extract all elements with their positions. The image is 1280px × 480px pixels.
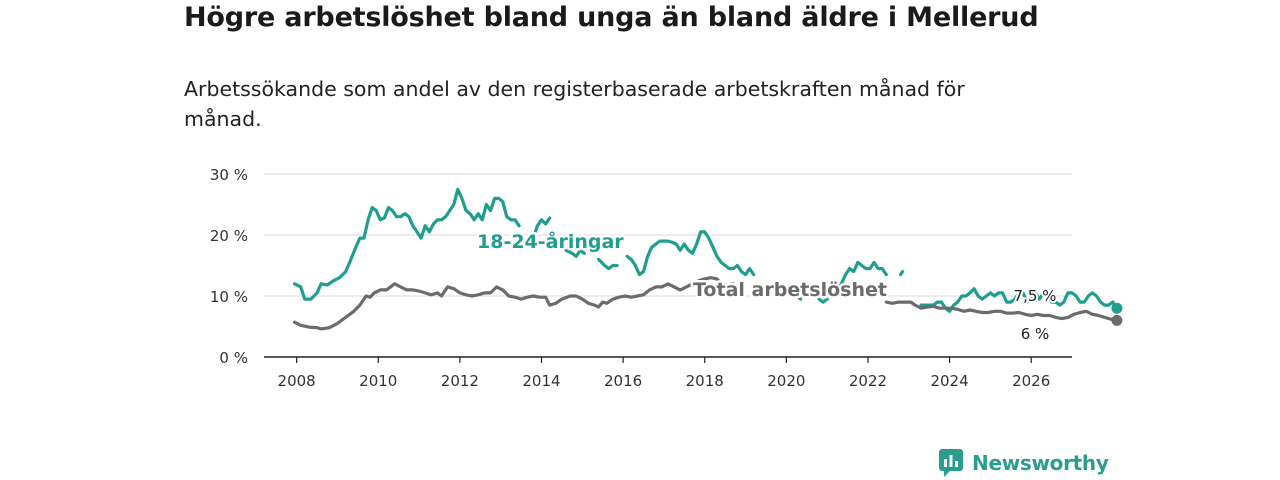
end-value-label-total: 6 % bbox=[1021, 325, 1050, 343]
series-line bbox=[899, 270, 905, 277]
grid-lines bbox=[264, 173, 1072, 297]
series-line bbox=[531, 216, 552, 240]
series-line bbox=[788, 288, 803, 301]
series-line bbox=[817, 297, 829, 304]
axes: 0 % 10 % 20 % 30 % 2008 2010 2012 2014 2016 2018 2… bbox=[210, 166, 1072, 390]
y-tick-label: 20 % bbox=[210, 227, 248, 245]
x-tick-label: 2018 bbox=[686, 372, 724, 390]
series-lines bbox=[293, 187, 1123, 331]
y-tick-label: 0 % bbox=[219, 349, 248, 367]
series-line bbox=[564, 248, 586, 258]
series-line bbox=[919, 287, 1119, 313]
series-line bbox=[293, 276, 735, 331]
series-label-youth: 18-24-åringar bbox=[477, 229, 624, 253]
x-tick-label: 2024 bbox=[930, 372, 968, 390]
chart-title: Högre arbetslöshet bland unga än bland ä… bbox=[184, 2, 1039, 33]
series-labels: 18-24-åringar Total arbetslöshet 7,5 % 6 % bbox=[475, 227, 1059, 346]
x-tick-label: 2012 bbox=[441, 372, 479, 390]
brand-name: Newsworthy bbox=[972, 451, 1109, 475]
x-tick-label: 2020 bbox=[767, 372, 805, 390]
series-label-total: Total arbetslöshet bbox=[693, 279, 887, 301]
series-end-dot bbox=[1111, 302, 1123, 314]
y-tick-label: 10 % bbox=[210, 288, 248, 306]
series-end-dot bbox=[1111, 314, 1123, 326]
x-tick-label: 2010 bbox=[359, 372, 397, 390]
x-tick-label: 2022 bbox=[849, 372, 887, 390]
newsworthy-logo-icon bbox=[939, 449, 963, 477]
series-line bbox=[597, 257, 619, 271]
newsworthy-brand: Newsworthy bbox=[938, 448, 1109, 478]
series-line bbox=[835, 260, 888, 292]
y-tick-label: 30 % bbox=[210, 166, 248, 184]
series-line bbox=[293, 187, 521, 301]
chart-subtitle: Arbetssökande som andel av den registerb… bbox=[184, 77, 965, 131]
series-line bbox=[625, 230, 756, 277]
x-tick-label: 2016 bbox=[604, 372, 642, 390]
x-tick-label: 2014 bbox=[522, 372, 560, 390]
line-chart: 0 % 10 % 20 % 30 % 2008 2010 2012 2014 2016 2018 2… bbox=[210, 166, 1123, 390]
x-tick-label: 2026 bbox=[1012, 372, 1050, 390]
end-value-label-youth: 7,5 % bbox=[1014, 287, 1057, 305]
series-line bbox=[884, 300, 1119, 322]
x-tick-label: 2008 bbox=[278, 372, 316, 390]
